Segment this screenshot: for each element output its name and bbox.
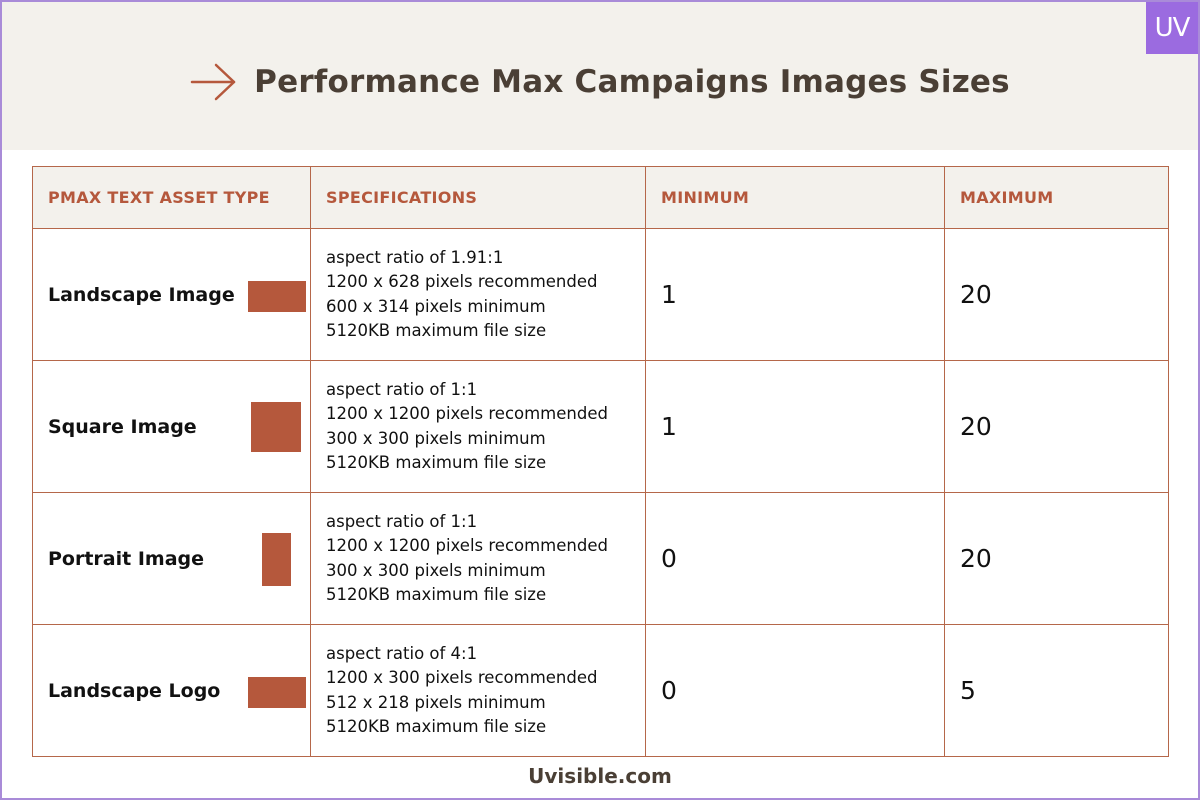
spec-max-file-size: 5120KB maximum file size — [326, 717, 547, 736]
spec-recommended-size: 1200 x 1200 pixels recommended — [326, 536, 608, 555]
portrait-ratio-swatch — [262, 533, 291, 586]
asset-type-cell: Portrait Image — [32, 492, 311, 625]
page-title: Performance Max Campaigns Images Sizes — [254, 64, 1010, 100]
spec-max-file-size: 5120KB maximum file size — [326, 453, 547, 472]
spec-minimum-size: 512 x 218 pixels minimum — [326, 692, 546, 712]
column-header-maximum: MAXIMUM — [944, 166, 1169, 229]
column-header-asset-type: PMAX TEXT ASSET TYPE — [32, 166, 311, 229]
table-row: Portrait Image aspect ratio of 1:1 1200 … — [32, 492, 1169, 625]
footer-website: Uvisible.com — [528, 764, 672, 788]
spec-aspect-ratio: aspect ratio of 1.91:1 — [326, 247, 504, 267]
landscape-ratio-swatch — [248, 281, 306, 312]
minimum-value: 1 — [645, 228, 945, 361]
maximum-value: 20 — [944, 492, 1169, 625]
maximum-value: 20 — [944, 228, 1169, 361]
specifications-cell: aspect ratio of 1.91:1 1200 x 628 pixels… — [310, 228, 646, 361]
logo-ratio-swatch — [248, 677, 306, 708]
table-header-row: PMAX TEXT ASSET TYPE SPECIFICATIONS MINI… — [32, 166, 1169, 229]
spec-aspect-ratio: aspect ratio of 4:1 — [326, 643, 478, 663]
specifications-cell: aspect ratio of 4:1 1200 x 300 pixels re… — [310, 624, 646, 757]
asset-type-label: Square Image — [48, 415, 197, 438]
asset-type-cell: Landscape Logo — [32, 624, 311, 757]
maximum-value: 5 — [944, 624, 1169, 757]
asset-type-cell: Landscape Image — [32, 228, 311, 361]
table-row: Landscape Logo aspect ratio of 4:1 1200 … — [32, 624, 1169, 757]
spec-aspect-ratio: aspect ratio of 1:1 — [326, 511, 478, 531]
specifications-cell: aspect ratio of 1:1 1200 x 1200 pixels r… — [310, 492, 646, 625]
spec-minimum-size: 300 x 300 pixels minimum — [326, 428, 546, 448]
spec-recommended-size: 1200 x 628 pixels recommended — [326, 272, 598, 291]
arrow-right-icon — [190, 63, 236, 101]
minimum-value: 0 — [645, 624, 945, 757]
spec-recommended-size: 1200 x 300 pixels recommended — [326, 668, 598, 687]
brand-logo: UV — [1146, 2, 1198, 54]
header: Performance Max Campaigns Images Sizes — [0, 0, 1200, 150]
spec-recommended-size: 1200 x 1200 pixels recommended — [326, 404, 608, 423]
spec-minimum-size: 600 x 314 pixels minimum — [326, 296, 546, 316]
maximum-value: 20 — [944, 360, 1169, 493]
asset-type-cell: Square Image — [32, 360, 311, 493]
table-row: Square Image aspect ratio of 1:1 1200 x … — [32, 360, 1169, 493]
title-row: Performance Max Campaigns Images Sizes — [0, 54, 1200, 110]
spec-minimum-size: 300 x 300 pixels minimum — [326, 560, 546, 580]
minimum-value: 0 — [645, 492, 945, 625]
asset-type-label: Portrait Image — [48, 547, 205, 570]
image-sizes-table: PMAX TEXT ASSET TYPE SPECIFICATIONS MINI… — [32, 166, 1169, 757]
spec-aspect-ratio: aspect ratio of 1:1 — [326, 379, 478, 399]
minimum-value: 1 — [645, 360, 945, 493]
column-header-minimum: MINIMUM — [645, 166, 945, 229]
column-header-specifications: SPECIFICATIONS — [310, 166, 646, 229]
spec-max-file-size: 5120KB maximum file size — [326, 321, 547, 340]
spec-max-file-size: 5120KB maximum file size — [326, 585, 547, 604]
asset-type-label: Landscape Image — [48, 283, 235, 306]
asset-type-label: Landscape Logo — [48, 679, 221, 702]
table-row: Landscape Image aspect ratio of 1.91:1 1… — [32, 228, 1169, 361]
specifications-cell: aspect ratio of 1:1 1200 x 1200 pixels r… — [310, 360, 646, 493]
square-ratio-swatch — [251, 402, 301, 452]
